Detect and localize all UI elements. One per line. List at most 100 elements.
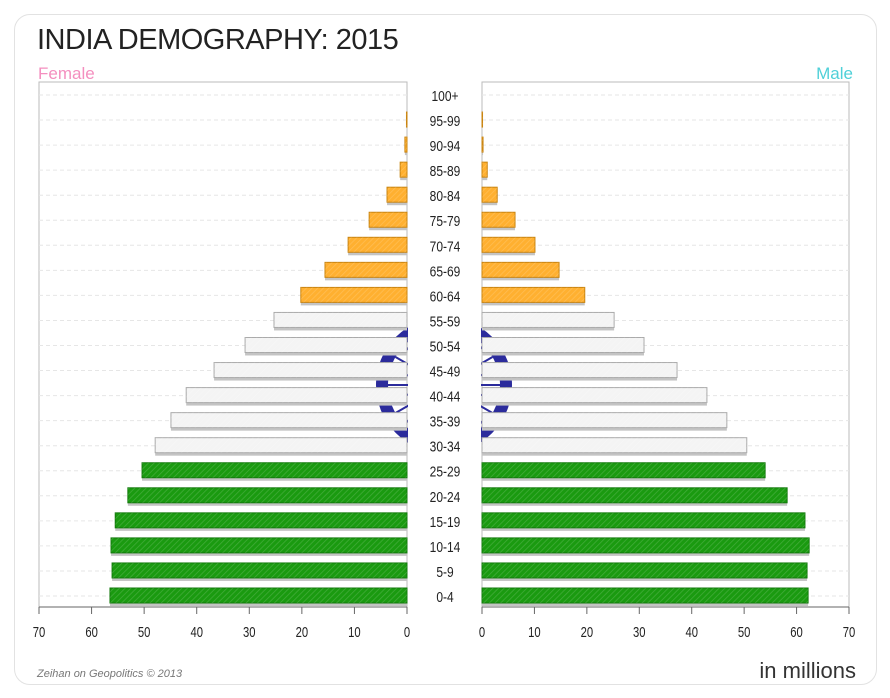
age-label: 35-39 [430, 413, 461, 430]
bar-shadow [369, 227, 407, 231]
bar-texture [482, 462, 766, 478]
bar-shadow [170, 427, 407, 431]
bar-shadow [482, 127, 483, 131]
bar-shadow [482, 277, 560, 281]
bar-texture [482, 262, 560, 278]
bar-texture [482, 287, 585, 303]
bar-shadow [482, 227, 516, 231]
bar-texture [482, 237, 535, 253]
female-tick-label: 70 [33, 623, 46, 640]
bar-texture [245, 337, 407, 353]
bar-shadow [400, 177, 407, 181]
bar-shadow [482, 427, 727, 431]
bar-shadow [214, 377, 407, 381]
bar-shadow [273, 327, 407, 331]
bar-shadow [127, 502, 408, 506]
legend-female: Female [38, 64, 95, 83]
age-label: 55-59 [430, 313, 461, 330]
bar-texture [400, 162, 407, 178]
female-tick-label: 30 [243, 623, 256, 640]
bar-texture [482, 112, 483, 128]
bar-texture [482, 437, 747, 453]
bar-texture [170, 412, 407, 428]
male-tick-label: 60 [790, 623, 803, 640]
bar-texture [109, 588, 407, 603]
age-label: 65-69 [430, 263, 461, 280]
age-label: 75-79 [430, 213, 461, 230]
bar-shadow [482, 202, 498, 206]
bar-shadow [142, 477, 408, 481]
bar-texture [482, 312, 615, 328]
bar-texture [404, 137, 407, 153]
bar-texture [482, 162, 488, 178]
bar-texture [482, 337, 645, 353]
female-tick-label: 40 [190, 623, 203, 640]
bar-texture [482, 137, 484, 153]
bar-texture [482, 387, 707, 403]
bar-shadow [324, 277, 407, 281]
age-label: 25-29 [430, 463, 461, 480]
bar-texture [273, 312, 407, 328]
bar-shadow [109, 603, 407, 606]
legend-male: Male [816, 64, 853, 83]
bar-texture [482, 412, 727, 428]
bar-shadow [406, 127, 407, 131]
bar-texture [186, 387, 407, 403]
male-tick-label: 10 [528, 623, 541, 640]
male-tick-label: 70 [843, 623, 856, 640]
bar-shadow [482, 577, 808, 581]
bar-texture [142, 462, 408, 478]
bar-shadow [482, 477, 766, 481]
credit: Zeihan on Geopolitics © 2013 [37, 668, 183, 680]
male-tick-label: 40 [685, 623, 698, 640]
age-label: 70-74 [430, 238, 461, 255]
bar-shadow [482, 177, 488, 181]
bar-texture [127, 487, 408, 503]
female-tick-label: 10 [348, 623, 361, 640]
bar-texture [387, 187, 407, 203]
age-label: 100+ [431, 88, 458, 105]
bar-shadow [300, 302, 407, 306]
age-label: 30-34 [430, 438, 461, 455]
bar-shadow [482, 452, 747, 456]
bar-shadow [482, 152, 484, 156]
bar-texture [115, 512, 407, 528]
age-label: 80-84 [430, 188, 461, 205]
bar-shadow [482, 552, 810, 556]
bar-texture [324, 262, 407, 278]
bar-shadow [155, 452, 407, 456]
bar-texture [482, 212, 516, 228]
bar-texture [111, 537, 407, 553]
bar-shadow [112, 577, 408, 581]
bar-shadow [482, 302, 585, 306]
age-label: 45-49 [430, 363, 461, 380]
bar-texture [112, 562, 408, 578]
age-label: 5-9 [436, 564, 453, 581]
age-label: 0-4 [436, 589, 454, 606]
bar-texture [482, 512, 805, 528]
bar-shadow [245, 352, 407, 356]
female-tick-label: 0 [404, 623, 410, 640]
bar-shadow [482, 327, 615, 331]
age-label: 95-99 [430, 113, 461, 130]
bar-shadow [482, 502, 788, 506]
male-tick-label: 50 [738, 623, 751, 640]
female-tick-label: 60 [85, 623, 98, 640]
age-label: 85-89 [430, 163, 461, 180]
bar-texture [155, 437, 407, 453]
bar-shadow [111, 552, 407, 556]
age-label: 40-44 [430, 388, 461, 405]
age-label: 90-94 [430, 138, 461, 155]
bar-texture [348, 237, 407, 253]
bar-shadow [482, 377, 678, 381]
age-label-column [408, 82, 481, 617]
female-tick-label: 20 [296, 623, 309, 640]
bar-shadow [348, 252, 407, 256]
bar-shadow [482, 352, 645, 356]
bar-shadow [482, 527, 805, 531]
bar-texture [482, 362, 678, 378]
bar-shadow [387, 202, 407, 206]
bar-shadow [404, 152, 407, 156]
bar-texture [406, 112, 407, 128]
